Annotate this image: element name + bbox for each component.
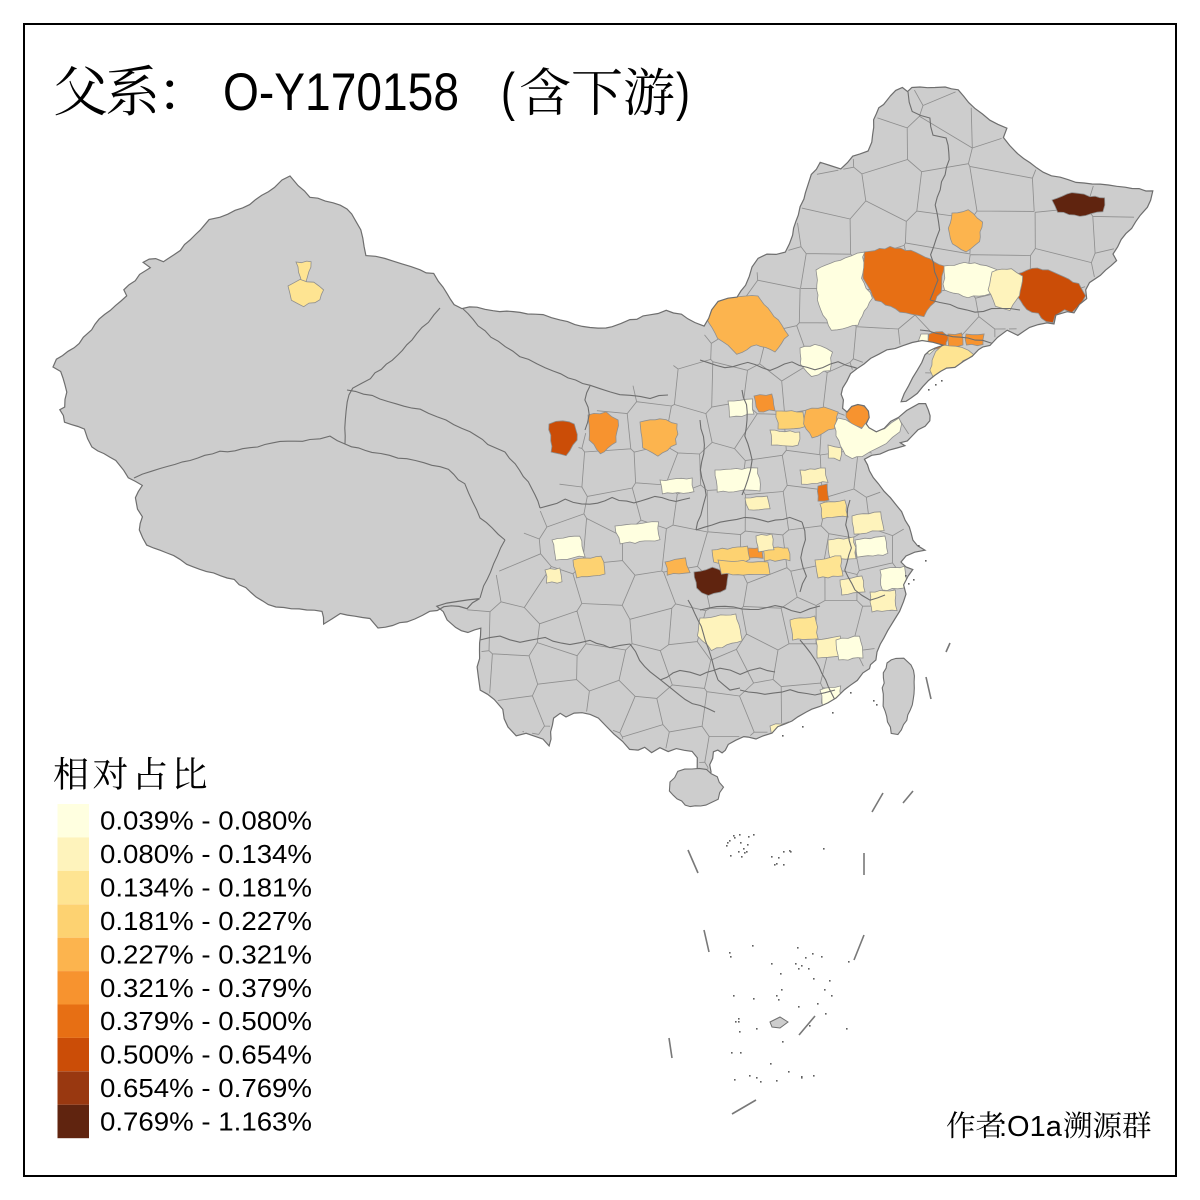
svg-text:0.227% - 0.321%: 0.227% - 0.321% — [100, 939, 312, 969]
svg-text:0.379% - 0.500%: 0.379% - 0.500% — [100, 1006, 312, 1036]
svg-text:0.654% - 0.769%: 0.654% - 0.769% — [100, 1073, 312, 1103]
svg-text:0.134% - 0.181%: 0.134% - 0.181% — [100, 873, 312, 903]
svg-text:): ) — [676, 63, 690, 122]
svg-text:O-Y170158: O-Y170158 — [223, 63, 459, 122]
svg-text::O1a: :O1a — [999, 1111, 1063, 1143]
svg-text:0.181% - 0.227%: 0.181% - 0.227% — [100, 906, 312, 936]
svg-text:0.769% - 1.163%: 0.769% - 1.163% — [100, 1107, 312, 1137]
svg-text:0.039% - 0.080%: 0.039% - 0.080% — [100, 806, 312, 836]
svg-text:0.321% - 0.379%: 0.321% - 0.379% — [100, 973, 312, 1003]
svg-text:0.500% - 0.654%: 0.500% - 0.654% — [100, 1040, 312, 1070]
svg-text:0.080% - 0.134%: 0.080% - 0.134% — [100, 839, 312, 869]
svg-text:(: ( — [501, 63, 515, 122]
